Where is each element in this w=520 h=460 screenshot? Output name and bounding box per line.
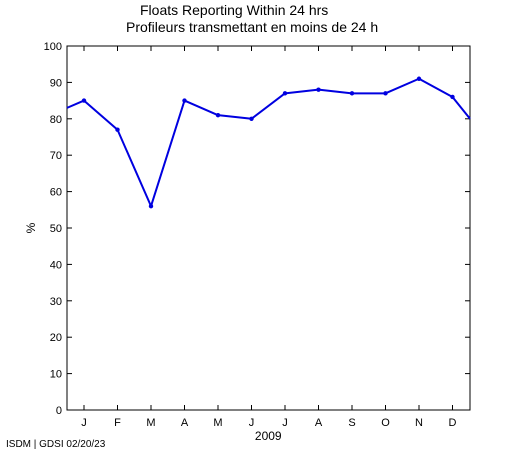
series-line (66, 77, 471, 208)
data-point (81, 98, 87, 103)
y-tick-label: 20 (50, 332, 62, 344)
x-tick-label: O (381, 417, 390, 429)
x-tick-label: M (213, 417, 222, 429)
data-point (249, 116, 254, 122)
y-tick-label: 10 (50, 369, 62, 381)
y-tick-label: 40 (50, 259, 62, 271)
data-point (215, 112, 221, 118)
y-axis: 0 10 20 30 40 50 60 70 80 90 100 (44, 41, 470, 417)
data-point (416, 76, 422, 81)
data-point (148, 203, 154, 209)
x-tick-label: S (348, 417, 355, 429)
data-point (115, 127, 120, 132)
x-tick-label: J (282, 417, 288, 429)
x-tick-label: M (146, 417, 155, 429)
x-tick-label: D (449, 417, 457, 429)
x-tick-label: A (315, 417, 323, 429)
x-tick-label: A (181, 417, 189, 429)
x-axis-label: 2009 (255, 429, 282, 443)
y-tick-label: 0 (56, 405, 62, 417)
x-tick-label: J (249, 417, 255, 429)
x-tick-label: F (114, 417, 121, 429)
x-tick-label: N (415, 417, 423, 429)
y-tick-label: 50 (50, 223, 62, 235)
y-axis-label: % (24, 222, 38, 233)
y-tick-label: 80 (50, 114, 62, 126)
y-tick-label: 100 (44, 41, 62, 53)
footer-credit: ISDM | GDSI 02/20/23 (6, 439, 106, 450)
y-tick-label: 90 (50, 77, 62, 89)
data-point (316, 87, 321, 92)
x-tick-label: J (81, 417, 87, 429)
data-point (282, 91, 288, 96)
data-point (349, 91, 355, 96)
chart-subtitle: Profileurs transmettant en moins de 24 h (126, 19, 379, 35)
y-tick-label: 70 (50, 150, 62, 162)
chart-title: Floats Reporting Within 24 hrs (140, 2, 329, 18)
data-point (450, 94, 455, 100)
plot-frame (66, 45, 471, 411)
data-point (182, 98, 187, 103)
data-point (383, 91, 388, 96)
y-tick-label: 60 (50, 187, 62, 199)
series-layer (66, 76, 471, 209)
y-tick-label: 30 (50, 296, 62, 308)
